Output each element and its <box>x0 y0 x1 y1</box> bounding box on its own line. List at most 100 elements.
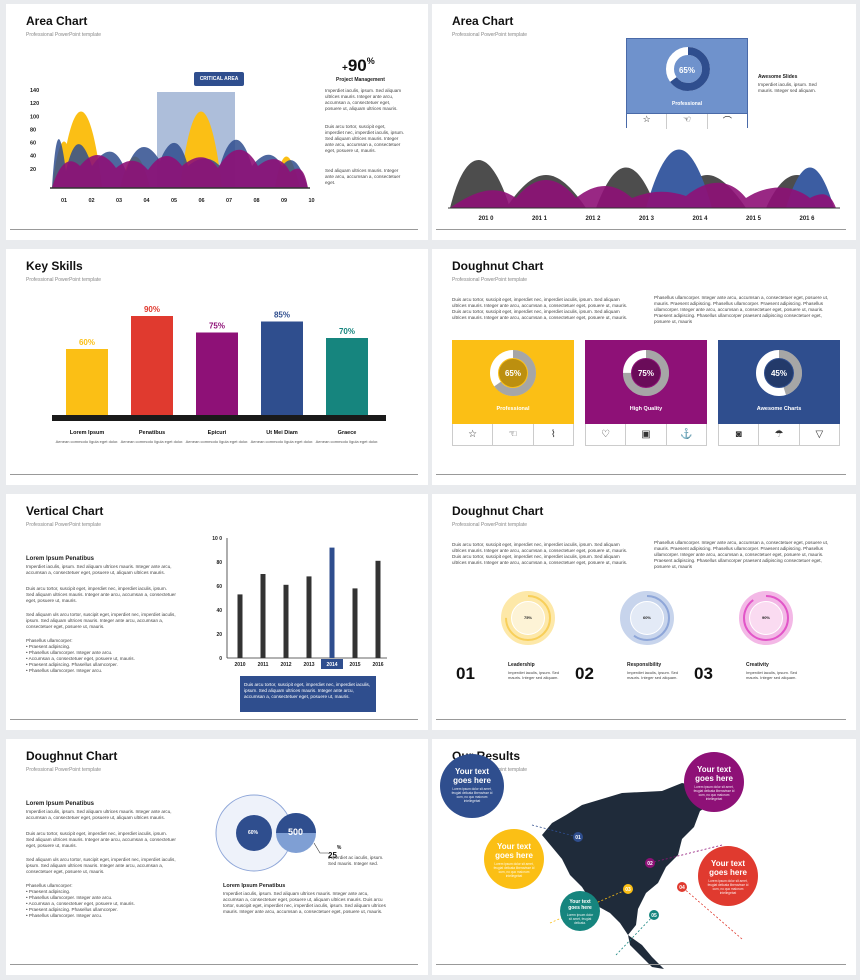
x-tick-label: 2016 <box>372 662 383 668</box>
donut-value: 75% <box>637 369 654 378</box>
year-bar <box>260 574 266 658</box>
paragraph: Duis arcu tortor, suscipit eget, imperdi… <box>26 831 176 848</box>
donut-track <box>623 350 669 396</box>
marker-label: 03 <box>625 887 631 893</box>
slide-doughnut-rings[interactable]: Doughnut Chart Professional PowerPoint t… <box>432 494 856 730</box>
paragraph: Duis arcu tortor, suscipit eget, imperdi… <box>26 586 176 603</box>
big-stat: +90% <box>342 56 375 76</box>
list-item: Accumsan a, consectetuer eget, posuere u… <box>26 656 176 662</box>
slide-title: Area Chart <box>452 14 514 28</box>
x-tick-label: 201 3 <box>639 216 655 222</box>
list-item: Praesent adipiscing. <box>26 644 176 650</box>
x-tick-label: 201 2 <box>585 216 601 222</box>
popup-icon-bar: ☆ ☜ ⌒ <box>627 113 747 129</box>
ring-center <box>631 602 663 634</box>
category-desc: Aenean commodo ligula eget dolor. <box>56 439 119 444</box>
side-circle-half <box>276 813 316 833</box>
big-unit: % <box>366 56 375 66</box>
list-item: Phasellus ullamcorper. Integer ante arcu… <box>26 895 176 901</box>
key-skills-bar-chart: 60% Lorem Ipsum Aenean commodo ligula eget… <box>52 305 386 444</box>
list-item: Phasellus ullamcorper. Integer ante arcu… <box>26 650 176 656</box>
category-desc: Aenean commodo ligula eget dolor. <box>121 439 184 444</box>
slide-title: Key Skills <box>26 259 83 273</box>
paperclip-icon[interactable]: ⌒ <box>722 116 732 126</box>
bubble-text: Lorem ipsum dolor sit amet, feugiat deli… <box>693 784 735 801</box>
umbrella-icon[interactable]: ☂ <box>759 424 800 445</box>
x-tick-label: 201 5 <box>746 216 762 222</box>
area-series-purple <box>450 180 836 208</box>
y-tick-label: 60 <box>216 584 222 590</box>
slide-area-chart-2[interactable]: Area Chart Professional PowerPoint templ… <box>432 4 856 240</box>
slide-key-skills[interactable]: Key Skills Professional PowerPoint templ… <box>6 249 428 485</box>
right-paragraph: Phasellus ullamcorper. Integer ante arcu… <box>654 540 829 569</box>
item-number: 02 <box>575 664 594 683</box>
result-bubble[interactable]: Your text goes here Lorem ipsum dolor sit… <box>698 846 758 906</box>
list-item: Phasellus ullamcorper. Integer arcu. <box>26 913 176 919</box>
map-marker[interactable] <box>649 910 659 920</box>
result-bubble[interactable]: Your text goes here Lorem ipsum dolor sit… <box>684 752 744 812</box>
slide-area-chart-1[interactable]: Area Chart Professional PowerPoint templ… <box>6 4 428 240</box>
x-tick-label: 10 <box>308 198 314 204</box>
list-heading: Phasellus ullamcorper: <box>26 883 73 888</box>
y-tick-label: 0 <box>219 656 222 662</box>
category-label: Epicuri <box>208 430 227 436</box>
result-bubble[interactable]: Your text goes here Lorem ipsum dolor sit… <box>560 891 600 931</box>
area-chart-1: 140 120 100 80 60 40 20 01 02 03 04 05 06 07 08 09 10 <box>30 88 315 204</box>
panel-label: Awesome Charts <box>756 406 802 412</box>
anchor-icon[interactable]: ⚓ <box>680 429 693 440</box>
briefcase-icon[interactable]: ▣ <box>626 424 667 445</box>
ring-center <box>750 602 782 634</box>
item-text: Imperdiet iaculis, ipsum. Sed mauris. In… <box>508 670 560 680</box>
side-text: Imperdiet iaculis, ipsum. Sed mauris. In… <box>758 82 817 93</box>
result-bubble[interactable]: Your text goes here Lorem ipsum dolor sit… <box>484 829 544 889</box>
donut-value: 45% <box>770 369 787 378</box>
slide-subtitle: Professional PowerPoint template <box>452 32 528 38</box>
paragraph: Duis arcu tortor, suscipit eget, imperdi… <box>325 124 405 153</box>
connector-line <box>649 844 723 864</box>
map-marker[interactable] <box>645 858 655 868</box>
slide-doughnut-venn[interactable]: Doughnut Chart Professional PowerPoint t… <box>6 739 428 975</box>
category-desc: Aenean commodo ligula eget dolor. <box>316 439 379 444</box>
result-bubble[interactable]: Your text goes here Lorem ipsum dolor sit… <box>440 754 504 818</box>
y-tick-label: 40 <box>216 608 222 614</box>
paperclip-icon[interactable]: ⌇ <box>550 429 556 440</box>
ring-value: 90% <box>761 615 770 620</box>
star-icon[interactable]: ☆ <box>627 114 668 129</box>
x-tick-label: 07 <box>226 198 232 204</box>
star-icon[interactable]: ☆ <box>453 424 494 445</box>
cocktail-icon[interactable]: ▽ <box>815 429 824 440</box>
area-chart-2: 201 0 201 1 201 2 201 3 201 4 201 5 201 6 <box>448 149 840 222</box>
bubble-title: Your text goes here <box>568 899 592 912</box>
map-marker[interactable] <box>573 832 583 842</box>
slide-subtitle: Professional PowerPoint template <box>26 32 102 38</box>
paragraph: Imperdiet iaculis, ipsum. Sed aliquam ul… <box>26 564 172 575</box>
venn-donut-chart <box>215 794 328 872</box>
item-label: Leadership <box>508 662 535 668</box>
hand-icon[interactable]: ☜ <box>667 114 708 129</box>
category-label: Ut Mei Diam <box>266 430 298 436</box>
camera-icon[interactable]: ◙ <box>719 424 760 445</box>
hand-icon[interactable]: ☜ <box>493 424 534 445</box>
year-bar <box>283 584 289 658</box>
bubble-text: Lorem ipsum dolor sit amet, feugiat deli… <box>707 878 749 895</box>
donut-label: Professional <box>671 101 702 107</box>
x-tick-label: 2012 <box>280 662 291 668</box>
skill-bar <box>261 321 303 415</box>
map-marker[interactable] <box>677 882 687 892</box>
slide-our-results[interactable]: Our Results Professional PowerPoint temp… <box>432 739 856 975</box>
category-label: Graece <box>338 430 357 436</box>
highlight-info-box: Duis arcu tortor, suscipit eget, imperdi… <box>240 676 376 712</box>
slide-vertical-chart[interactable]: Vertical Chart Professional PowerPoint t… <box>6 494 428 730</box>
x-tick-label: 05 <box>171 198 177 204</box>
donut-track <box>490 350 536 396</box>
side-stat: 25% <box>328 845 341 863</box>
x-tick-label: 08 <box>253 198 259 204</box>
paragraph: Sed aliquam uls arcu tortor, suscipit eg… <box>26 857 176 874</box>
map-marker[interactable] <box>623 884 633 894</box>
x-tick-label: 01 <box>61 198 67 204</box>
slide-doughnut-panels[interactable]: Doughnut Chart Professional PowerPoint t… <box>432 249 856 485</box>
bottom-paragraph: Imperdiet iaculis, ipsum. Sed aliquam ul… <box>223 891 386 914</box>
donut-value: 65% <box>678 66 695 75</box>
heart-icon[interactable]: ♡ <box>586 424 627 445</box>
side-unit: % <box>336 845 342 851</box>
